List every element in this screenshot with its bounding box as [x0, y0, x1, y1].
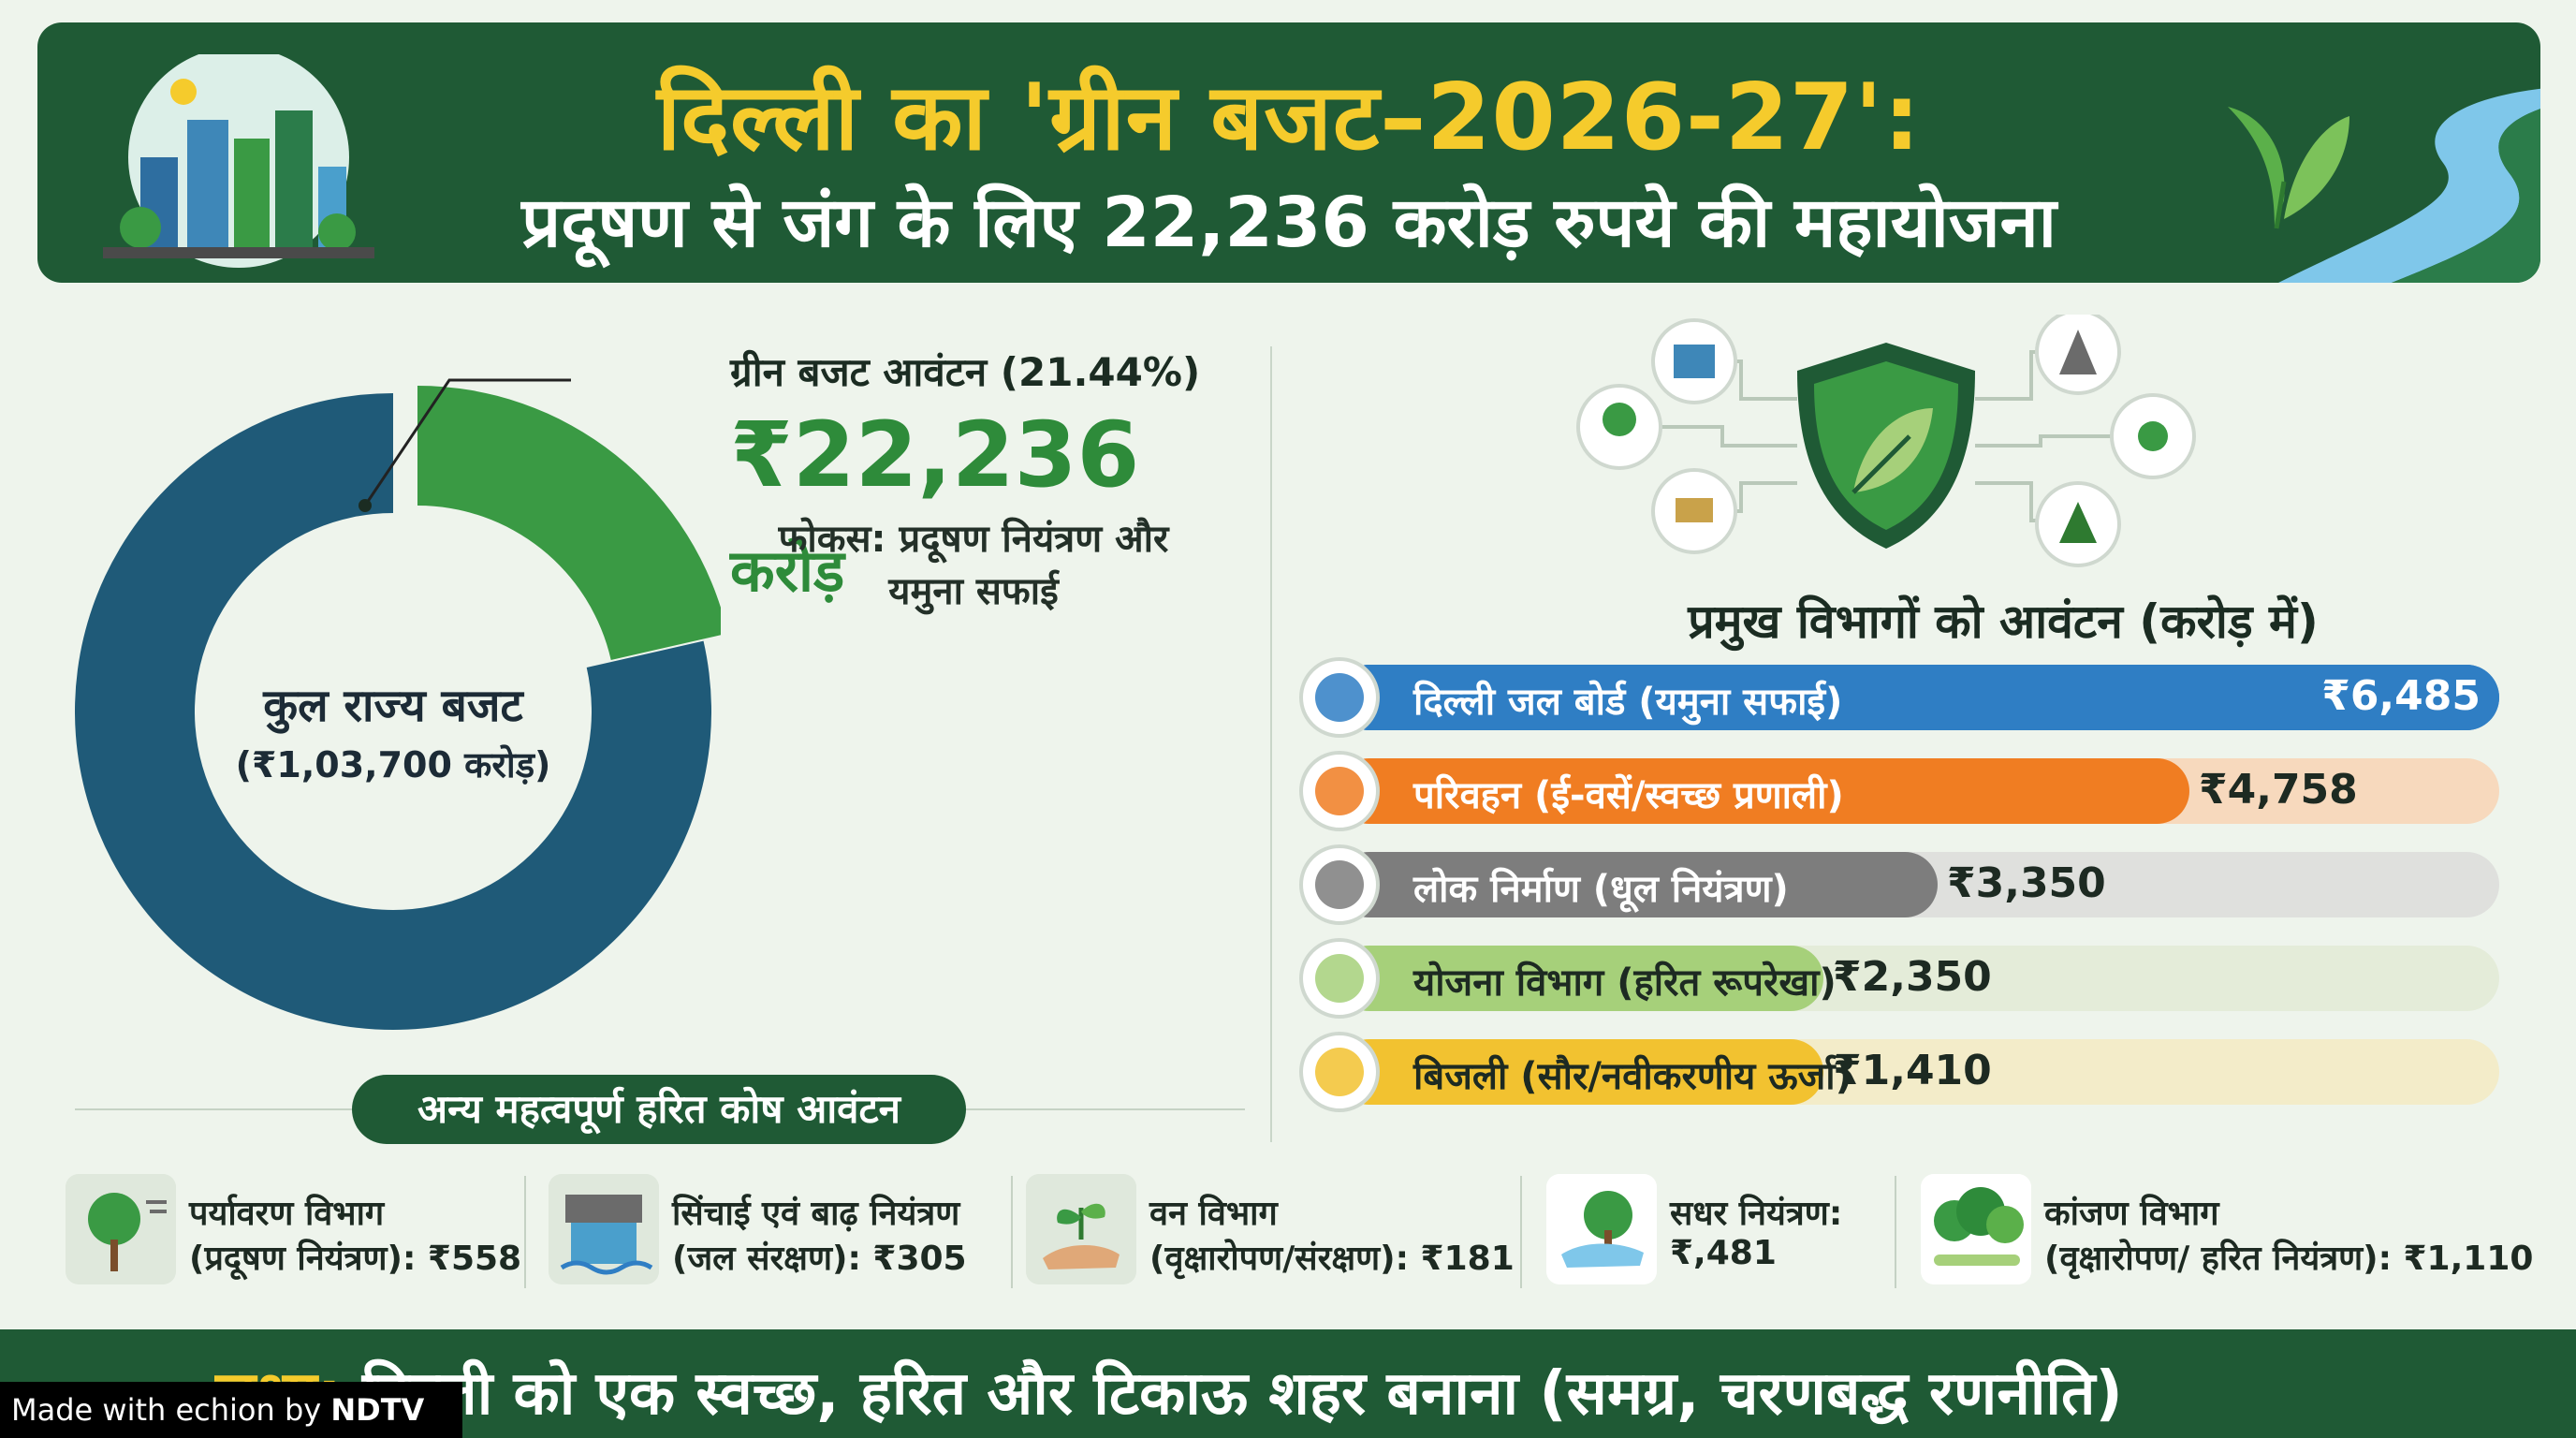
department-bar-row: परिवहन (ई-वसें/स्वच्छ प्रणाली) ₹4,758 — [1299, 751, 2499, 831]
fund-divider — [1895, 1176, 1896, 1288]
dam-icon — [549, 1174, 659, 1284]
bar-label: योजना विभाग (हरित रूपरेखा) — [1413, 961, 1837, 1005]
bar-value: ₹6,485 — [2321, 672, 2481, 720]
bus-icon — [1299, 751, 1380, 831]
watermark-org: NDTV — [330, 1392, 425, 1428]
green-budget-label: ग्रीन बजट आवंटन (21.44%) — [730, 349, 1201, 395]
watermark-prefix: Made with — [11, 1392, 176, 1428]
department-bar-row: योजना विभाग (हरित रूपरेखा) ₹2,350 — [1299, 938, 2499, 1019]
bar-label: लोक निर्माण (धूल नियंत्रण) — [1413, 868, 1789, 911]
fund-title: सिंचाई एवं बाढ़ नियंत्रण — [672, 1195, 960, 1233]
river-icon — [2278, 88, 2540, 283]
fund-title: कांजण विभाग — [2044, 1195, 2219, 1233]
fund-divider — [1011, 1176, 1013, 1288]
shield-leaf-icon — [1576, 315, 2196, 567]
bar-label: दिल्ली जल बोर्ड (यमुना सफाई) — [1413, 681, 1843, 724]
fund-title: वन विभाग — [1149, 1195, 1278, 1233]
watermark-by: by — [274, 1392, 331, 1428]
fund-amount: (वृक्षारोपण/ हरित नियंत्रण): ₹1,110 — [2044, 1240, 2534, 1278]
department-bar-row: दिल्ली जल बोर्ड (यमुना सफाई) ₹6,485 — [1299, 657, 2499, 738]
donut-segment-green — [417, 386, 721, 660]
solar-panel-icon — [1299, 1032, 1380, 1112]
donut-segment-total — [75, 393, 712, 1030]
page-title: दिल्ली का 'ग्रीन बजट–2026-27': — [656, 65, 1922, 171]
bar-fill — [1337, 1039, 1823, 1105]
section-divider — [1270, 346, 1272, 1142]
bar-value: ₹2,350 — [1833, 953, 1992, 1001]
leaf-icon — [2228, 107, 2349, 229]
forest-icon — [1921, 1174, 2031, 1284]
sapling-hand-icon — [1026, 1174, 1136, 1284]
bar-value: ₹3,350 — [1947, 859, 2106, 907]
hand-tree-icon — [1546, 1174, 1657, 1284]
other-funds-heading: अन्य महत्वपूर्ण हरित कोष आवंटन — [352, 1075, 966, 1144]
callout-line — [363, 378, 571, 506]
bar-value: ₹4,758 — [2199, 766, 2358, 814]
bar-fill — [1337, 758, 2189, 824]
bar-fill — [1337, 852, 1938, 917]
green-budget-focus: फोकस: प्रदूषण नियंत्रण और यमुना सफाई — [711, 513, 1236, 618]
budget-donut-chart — [75, 378, 721, 1030]
green-budget-amount: ₹22,236 करोड़ — [730, 403, 1254, 612]
fund-amount: (वृक्षारोपण/संरक्षण): ₹181 — [1149, 1240, 1515, 1278]
fund-divider — [524, 1176, 526, 1288]
departments-heading: प्रमुख विभागों को आवंटन (करोड़ में) — [1688, 594, 2319, 649]
watermark-brand: echion — [175, 1392, 275, 1428]
bar-value: ₹1,410 — [1833, 1047, 1992, 1094]
fund-amount: (प्रदूषण नियंत्रण): ₹558 — [189, 1240, 522, 1278]
header-banner: दिल्ली का 'ग्रीन बजट–2026-27': प्रदूषण स… — [37, 22, 2540, 283]
fund-title: पर्यावरण विभाग — [189, 1195, 385, 1233]
goal-text: दिल्ली को एक स्वच्छ, हरित और टिकाऊ शहर ब… — [341, 1359, 2123, 1429]
road-dust-icon — [1299, 844, 1380, 925]
total-budget-amount: (₹1,03,700 करोड़) — [235, 744, 551, 785]
department-bar-row: बिजली (सौर/नवीकरणीय ऊर्जा) ₹1,410 — [1299, 1032, 2499, 1112]
made-with-watermark: Made with echion by NDTV — [0, 1382, 462, 1438]
focus-line-2: यमुना सफाई — [888, 570, 1059, 613]
gear-leaf-icon — [1299, 938, 1380, 1019]
goal-statement: लक्ष्य: दिल्ली को एक स्वच्छ, हरित और टिक… — [215, 1350, 2123, 1431]
total-budget-title: कुल राज्य बजट — [263, 680, 523, 732]
focus-line-1: फोकस: प्रदूषण नियंत्रण और — [778, 518, 1169, 561]
water-drop-icon — [1299, 657, 1380, 738]
green-amount-unit: करोड़ — [730, 536, 845, 605]
bar-label: परिवहन (ई-वसें/स्वच्छ प्रणाली) — [1413, 774, 1844, 817]
tree-wind-icon — [66, 1174, 176, 1284]
bar-label: बिजली (सौर/नवीकरणीय ऊर्जा) — [1413, 1055, 1852, 1098]
department-bar-row: लोक निर्माण (धूल नियंत्रण) ₹3,350 — [1299, 844, 2499, 925]
city-skyline-icon — [103, 54, 374, 268]
green-amount-value: ₹22,236 — [730, 403, 1140, 507]
fund-amount: (जल संरक्षण): ₹305 — [672, 1240, 967, 1278]
fund-title: सधर नियंत्रण: — [1670, 1195, 1843, 1233]
page-subtitle: प्रदूषण से जंग के लिए 22,236 करोड़ रुपये… — [521, 183, 2056, 263]
fund-divider — [1520, 1176, 1522, 1288]
fund-amount: ₹,481 — [1670, 1234, 1777, 1272]
bar-fill — [1337, 665, 2499, 730]
bar-fill — [1337, 946, 1823, 1011]
